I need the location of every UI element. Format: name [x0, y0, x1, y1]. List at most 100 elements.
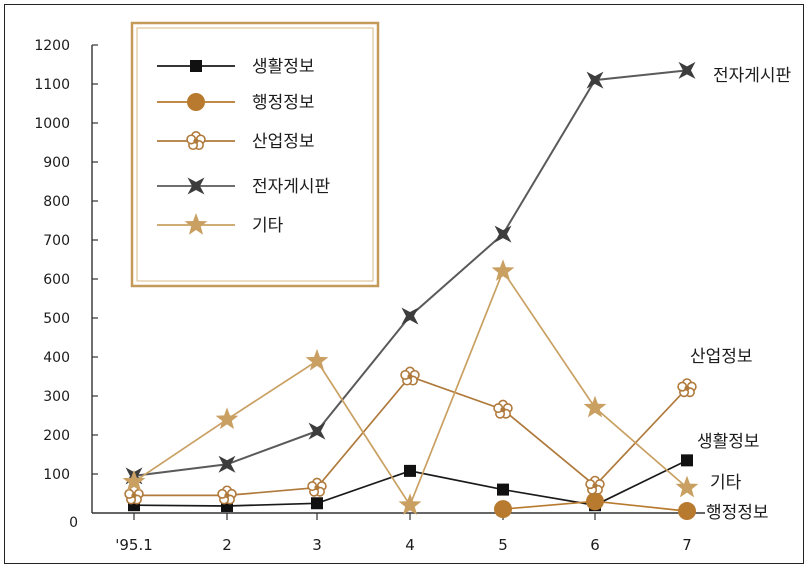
flower-center [314, 485, 320, 491]
data-point-3-5 [586, 71, 604, 89]
data-point-2-6 [677, 378, 697, 398]
data-point-2-5 [585, 475, 605, 495]
y-tick-label: 800 [43, 194, 70, 210]
series-line-2 [134, 375, 688, 497]
legend-label: 전자게시판 [252, 177, 331, 197]
data-point-4-6 [675, 475, 699, 498]
legend-label: 생활정보 [252, 57, 315, 77]
series-end-label: 행정정보 [706, 503, 769, 523]
square-marker [404, 464, 416, 477]
legend-label: 기타 [252, 216, 284, 236]
y-tick-label: 0 [69, 515, 78, 531]
y-tick-label: 1200 [34, 38, 70, 54]
legend-item: 생활정보 [157, 57, 315, 77]
series-markers [122, 61, 699, 521]
star-marker [583, 395, 607, 418]
legend-item: 전자게시판 [157, 177, 331, 197]
y-tick-label: 900 [43, 155, 70, 171]
data-point-2-3 [400, 366, 420, 386]
star-marker [122, 469, 146, 492]
data-point-2-4 [493, 399, 513, 419]
square-marker [190, 60, 202, 72]
circle-marker [494, 500, 512, 519]
y-tick-label: 700 [43, 233, 70, 249]
legend-label: 산업정보 [252, 132, 315, 152]
y-ticks: 0 100 200 300 400 500 600 700 800 900 1000 1100 1200 [34, 38, 98, 531]
y-tick-label: 500 [43, 311, 70, 327]
data-point-0-2 [311, 497, 323, 510]
data-point-4-1 [215, 407, 239, 430]
legend-marker [186, 131, 206, 151]
y-tick-label: 600 [43, 272, 70, 288]
square-marker [681, 454, 693, 467]
diamond-star-marker [678, 61, 696, 79]
legend-marker [187, 93, 205, 111]
diamond-star-marker [494, 225, 512, 243]
data-point-3-2 [308, 422, 326, 440]
x-ticks: '95.1 2 3 4 5 6 7 [115, 513, 692, 554]
legend-item: 산업정보 [157, 131, 315, 152]
square-marker [497, 483, 509, 496]
star-marker [184, 213, 208, 235]
star-marker [491, 259, 515, 281]
circle-marker [678, 502, 696, 521]
legend-label: 행정정보 [252, 93, 315, 113]
x-tick-label: 2 [222, 536, 232, 554]
flower-center [131, 492, 137, 499]
diamond-star-marker [187, 177, 205, 195]
star-marker [675, 475, 699, 498]
data-point-3-1 [218, 455, 236, 473]
x-tick-label: 5 [498, 536, 508, 554]
legend-item: 행정정보 [157, 93, 315, 113]
y-tick-label: 400 [43, 350, 70, 366]
diamond-star-marker [586, 71, 604, 89]
data-point-0-6 [681, 454, 693, 467]
x-tick-label: 6 [590, 536, 600, 554]
series-end-label: 산업정보 [690, 347, 753, 367]
data-point-3-3 [401, 307, 419, 325]
flower-center [592, 483, 598, 489]
y-tick-label: 1000 [34, 116, 70, 132]
flower-center [224, 492, 230, 499]
y-tick-label: 1100 [34, 77, 70, 93]
data-point-2-1 [217, 485, 237, 505]
flower-center [500, 407, 506, 413]
data-point-4-4 [491, 259, 515, 281]
data-point-1-6 [678, 502, 696, 521]
square-marker [311, 497, 323, 510]
data-point-2-2 [307, 477, 327, 497]
data-point-4-5 [583, 395, 607, 418]
y-tick-label: 200 [43, 428, 70, 444]
circle-marker [187, 93, 205, 111]
series-end-label: 생활정보 [697, 432, 760, 452]
x-tick-label: 7 [682, 536, 692, 554]
data-point-1-5 [586, 492, 604, 511]
diamond-star-marker [308, 422, 326, 440]
data-point-4-3 [398, 493, 422, 515]
data-point-4-2 [305, 348, 329, 371]
diamond-star-marker [218, 455, 236, 473]
data-point-0-3 [404, 464, 416, 477]
legend-marker [184, 213, 208, 235]
star-marker [305, 348, 329, 371]
y-tick-label: 300 [43, 389, 70, 405]
data-point-3-4 [494, 225, 512, 243]
data-point-0-4 [497, 483, 509, 496]
data-point-3-6 [678, 61, 696, 79]
diamond-star-marker [401, 307, 419, 325]
flower-center [407, 373, 413, 380]
flower-center [193, 138, 199, 144]
star-marker [215, 407, 239, 430]
flower-center [684, 385, 690, 391]
x-tick-label: '95.1 [115, 536, 153, 554]
data-point-1-4 [494, 500, 512, 519]
series-end-label: 기타 [710, 473, 742, 493]
y-tick-label: 100 [43, 467, 70, 483]
legend-inner-border [136, 27, 374, 282]
legend-marker [190, 60, 202, 72]
x-tick-label: 3 [312, 536, 322, 554]
series-end-label: 전자게시판 [713, 66, 792, 86]
